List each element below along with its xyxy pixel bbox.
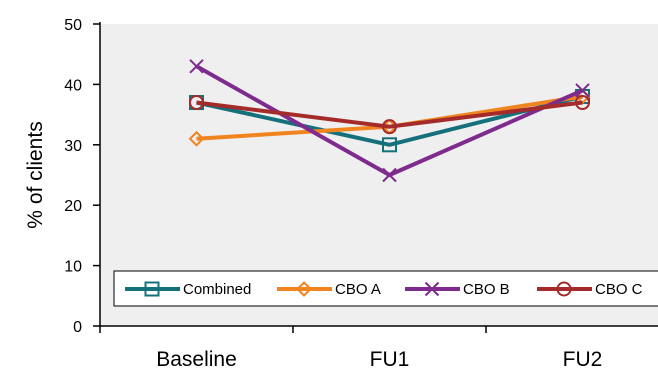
x-tick-label: FU1 (370, 348, 410, 369)
y-tick-label: 40 (64, 77, 82, 94)
data-point-cbo-b (382, 167, 397, 183)
data-point-cbo-c (575, 95, 590, 111)
data-point-cbo-b (189, 59, 204, 74)
legend-entry-cbo-b: CBO B (405, 281, 510, 298)
data-point-cbo-b (575, 83, 590, 98)
data-point-cbo-c (189, 95, 204, 111)
axes: 0 10 20 30 40 50 Baseline FU1 FU2 (64, 17, 658, 369)
data-point-cbo-c (382, 119, 397, 135)
x-tick-label: Baseline (156, 348, 237, 369)
legend-marker-combined (144, 281, 160, 297)
y-tick-label: 30 (64, 138, 82, 155)
legend-marker-cbo-a (296, 281, 312, 297)
legend-label: Combined (183, 281, 251, 298)
legend-label: CBO C (595, 281, 643, 298)
legend-marker-cbo-c (556, 281, 572, 297)
series-cbo-c (189, 95, 590, 135)
x-tick-label: FU2 (563, 348, 603, 369)
y-tick-label: 20 (64, 198, 82, 215)
legend-label: CBO B (463, 281, 510, 298)
legend-entry-cbo-a: CBO A (277, 281, 381, 298)
legend-entry-cbo-c: CBO C (537, 281, 643, 298)
data-point-combined (382, 137, 397, 153)
y-tick-label: 10 (64, 259, 82, 276)
legend: Combined CBO A CBO B CBO C (113, 270, 658, 307)
y-tick-label: 0 (73, 319, 82, 336)
series-layer (188, 59, 591, 183)
data-point-cbo-a (188, 130, 205, 147)
series-cbo-b (189, 59, 590, 183)
legend-entry-combined: Combined (125, 281, 251, 298)
y-tick-label: 50 (64, 17, 82, 34)
series-line-cbo-c (196, 100, 583, 129)
legend-label: CBO A (335, 281, 381, 298)
legend-marker-cbo-b (424, 281, 440, 297)
y-axis-title: % of clients (24, 121, 47, 228)
